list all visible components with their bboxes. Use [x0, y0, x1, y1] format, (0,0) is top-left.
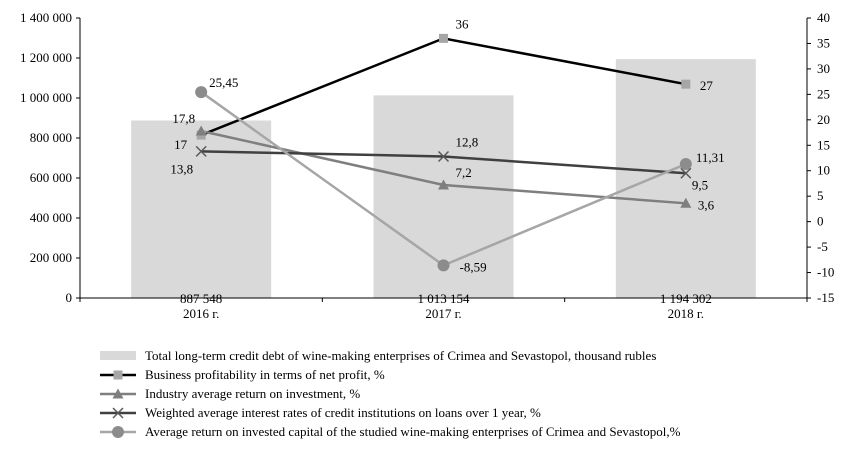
left-tick-label-0: 0	[66, 290, 73, 305]
legend-marker-2	[112, 407, 124, 419]
data-label-2-2: 9,5	[692, 177, 708, 192]
bar-2	[615, 59, 756, 298]
marker-0-1	[439, 33, 448, 43]
data-label-0-2: 27	[700, 78, 714, 93]
legend-label-1: Industry average return on investment, %	[145, 386, 360, 401]
legend-label-0: Business profitability in terms of net p…	[145, 367, 385, 382]
left-tick-label-3: 600 000	[30, 170, 72, 185]
data-label-0-0: 17	[174, 137, 188, 152]
data-label-2-1: 12,8	[456, 134, 479, 149]
data-label-2-0: 13,8	[170, 161, 193, 176]
data-label-3-2: 11,31	[696, 150, 725, 165]
right-tick-label-5: 10	[817, 163, 830, 178]
right-tick-label-2: -5	[817, 239, 828, 254]
left-tick-label-7: 1 400 000	[20, 10, 72, 25]
legend-label-bar: Total long-term credit debt of wine-maki…	[145, 348, 656, 363]
legend-swatch-bar	[100, 351, 136, 360]
bar-0	[131, 120, 272, 298]
data-label-3-1: -8,59	[460, 259, 487, 274]
right-tick-label-7: 20	[817, 112, 830, 127]
legend-marker-1	[112, 388, 124, 399]
x-tick-label-0: 2016 г.	[183, 306, 219, 321]
left-tick-label-6: 1 200 000	[20, 50, 72, 65]
marker-2-1	[437, 150, 450, 163]
bar-label-1: 1 013 154	[418, 291, 471, 306]
right-tick-label-8: 25	[817, 86, 830, 101]
marker-1-1	[438, 179, 449, 190]
marker-1-2	[680, 197, 692, 208]
right-tick-label-1: -10	[817, 265, 834, 280]
legend-label-3: Average return on invested capital of th…	[145, 424, 681, 439]
legend-marker-0	[113, 370, 123, 380]
right-tick-label-11: 40	[817, 10, 830, 25]
data-label-0-1: 36	[456, 16, 470, 31]
data-label-1-1: 7,2	[456, 165, 472, 180]
right-tick-label-3: 0	[817, 214, 824, 229]
marker-2-2	[680, 167, 692, 179]
data-label-1-2: 3,6	[698, 197, 715, 212]
marker-2-0	[195, 145, 207, 157]
x-tick-label-2: 2018 г.	[668, 306, 704, 321]
right-tick-label-10: 35	[817, 35, 830, 50]
right-tick-label-4: 5	[817, 188, 824, 203]
legend-marker-3	[112, 426, 124, 438]
data-label-3-0: 25,45	[209, 75, 238, 90]
bar-label-0: 887 548	[180, 291, 222, 306]
x-tick-label-1: 2017 г.	[425, 306, 461, 321]
right-tick-label-6: 15	[817, 137, 830, 152]
right-tick-label-0: -15	[817, 290, 834, 305]
marker-3-0	[195, 86, 208, 99]
legend-label-2: Weighted average interest rates of credi…	[145, 405, 541, 420]
marker-3-2	[679, 158, 692, 171]
left-tick-label-5: 1 000 000	[20, 90, 72, 105]
right-tick-label-9: 30	[817, 61, 830, 76]
left-tick-label-1: 200 000	[30, 250, 72, 265]
marker-0-2	[681, 79, 691, 89]
data-label-1-0: 17,8	[172, 111, 195, 126]
left-tick-label-4: 800 000	[30, 130, 72, 145]
bar-label-2: 1 194 302	[660, 291, 712, 306]
marker-1-0	[195, 125, 207, 136]
marker-3-1	[437, 259, 450, 272]
left-tick-label-2: 400 000	[30, 210, 72, 225]
